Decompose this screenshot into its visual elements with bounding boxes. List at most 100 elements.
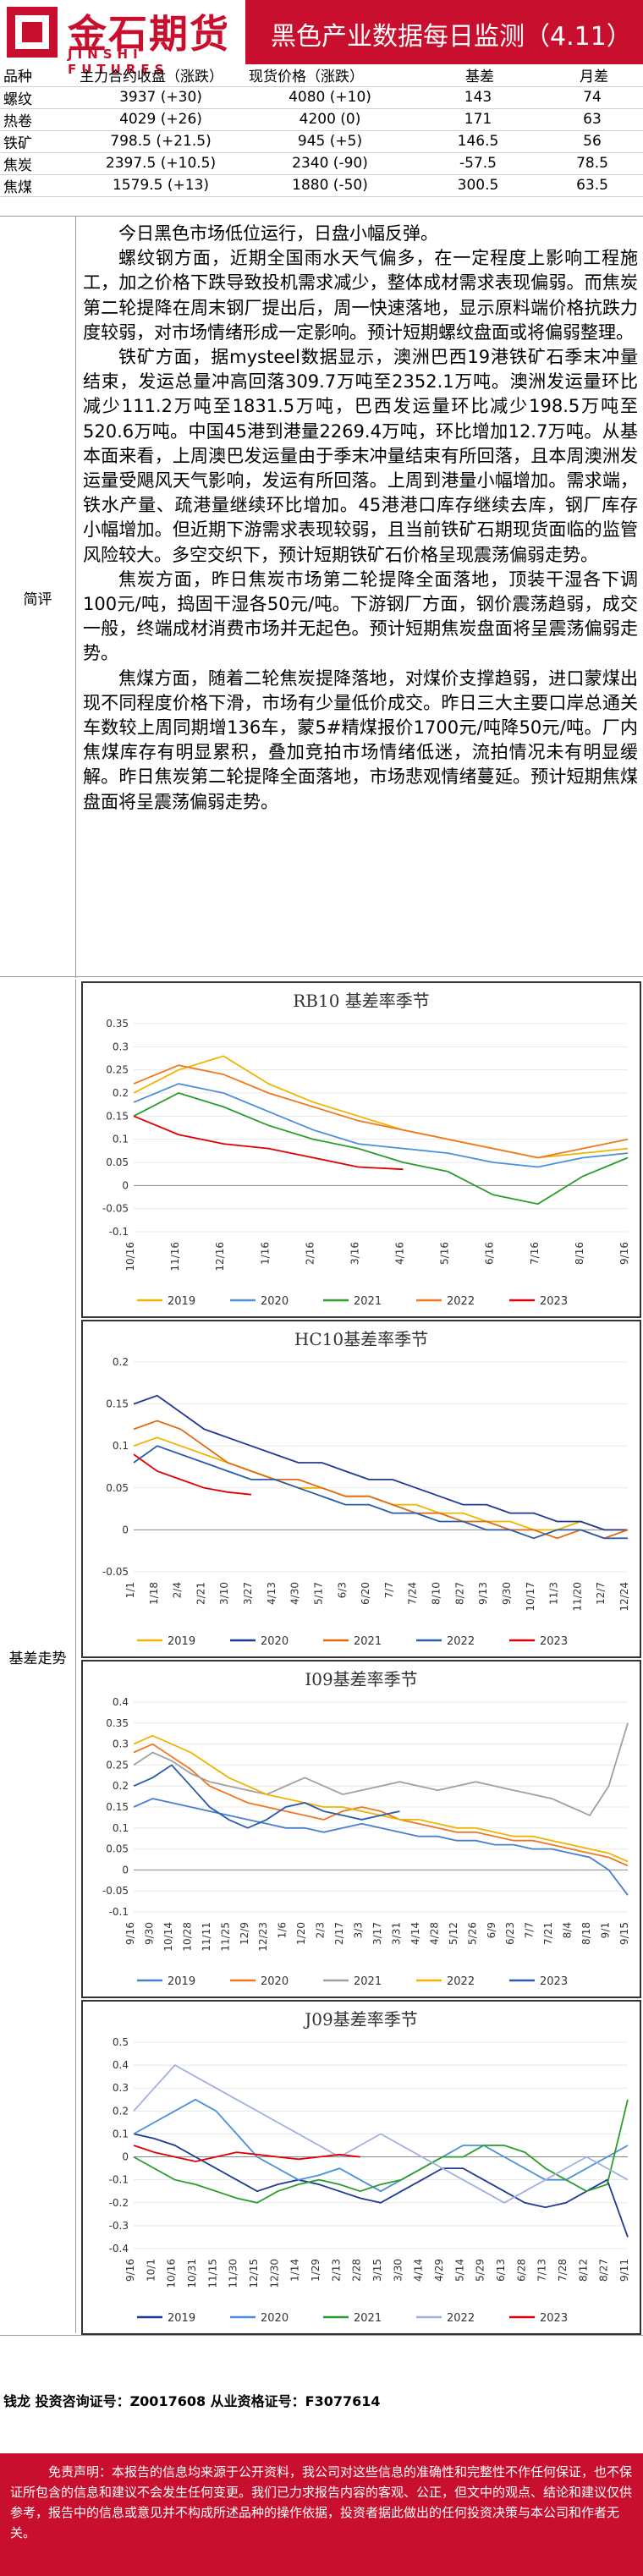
table-cell: 4200 (0) xyxy=(245,108,415,131)
legend-label: 2021 xyxy=(354,1975,382,1988)
table-cell: 171 xyxy=(415,108,541,131)
table-cell: 焦煤 xyxy=(0,174,76,197)
legend-label: 2019 xyxy=(168,1635,195,1648)
y-tick-label: 0 xyxy=(122,1524,129,1535)
y-tick-label: 0.3 xyxy=(113,1041,129,1052)
series-line xyxy=(133,1764,400,1829)
legend-label: 2022 xyxy=(447,1635,475,1648)
y-tick-label: 0.4 xyxy=(113,2059,129,2071)
hc10-chart: HC10基差率季节 0.2 0.15 0.1 0.05 0 -0.05 1/1 1/18 2/4 2… xyxy=(81,1320,641,1658)
series-line xyxy=(133,1436,628,1531)
x-tick-label: 10/14 xyxy=(162,1922,174,1952)
x-tick-label: 11/30 xyxy=(228,2259,239,2288)
x-tick-label: 5/26 xyxy=(466,1922,478,1945)
x-tick-label: 6/3 xyxy=(336,1582,348,1598)
commentary-label: 简评 xyxy=(0,217,76,978)
x-tick-label: 11/25 xyxy=(219,1922,231,1952)
x-tick-label: 7/21 xyxy=(542,1922,554,1945)
y-tick-label: 0 xyxy=(122,1179,129,1191)
y-tick-label: -0.05 xyxy=(102,1885,129,1897)
table-row: 焦煤 1579.5 (+13) 1880 (-50) 300.5 63.5 xyxy=(0,174,643,197)
x-tick-label: 1/14 xyxy=(289,2259,301,2282)
x-tick-label: 6/16 xyxy=(484,1242,496,1265)
x-tick-label: 2/13 xyxy=(330,2259,342,2282)
legend-label: 2021 xyxy=(354,2312,382,2325)
chart-title: J09基差率季节 xyxy=(303,2009,417,2029)
series-line xyxy=(133,2098,629,2193)
x-tick-label: 6/9 xyxy=(486,1922,497,1938)
x-tick-label: 1/18 xyxy=(148,1582,160,1605)
x-tick-label: 10/17 xyxy=(525,1582,536,1612)
y-tick-label: -0.05 xyxy=(102,1566,129,1578)
title-banner: 黑色产业数据每日监测（4.11） xyxy=(245,0,643,64)
y-tick-label: 0.1 xyxy=(113,2128,129,2139)
y-tick-label: 0.35 xyxy=(106,1018,129,1030)
x-tick-label: 8/18 xyxy=(580,1922,592,1945)
disclaimer: 免责声明：本报告的信息均来源于公开资料，我公司对这些信息的准确性和完整性不作任何… xyxy=(0,2453,643,2576)
x-tick-label: 11/15 xyxy=(206,2259,218,2288)
commentary-paragraph: 焦煤方面，随着二轮焦炭提降落地，对煤价支撑趋弱，进口蒙煤出现不同程度价格下滑，市… xyxy=(83,667,638,812)
table-cell: 78.5 xyxy=(541,152,643,175)
legend-label: 2023 xyxy=(540,1635,568,1648)
y-tick-label: 0.2 xyxy=(113,1356,129,1368)
series-line xyxy=(133,1064,629,1159)
x-tick-label: 1/6 xyxy=(277,1922,289,1938)
table-cell: 1579.5 (+13) xyxy=(76,174,245,197)
x-tick-label: 8/16 xyxy=(574,1242,585,1265)
x-tick-label: 12/30 xyxy=(268,2259,280,2288)
x-tick-label: 7/7 xyxy=(383,1582,395,1598)
x-tick-label: 3/31 xyxy=(390,1922,402,1945)
logo-cn: 金石期货 xyxy=(68,11,230,57)
y-tick-label: 0.5 xyxy=(113,2036,129,2048)
series-line xyxy=(133,1453,252,1496)
y-tick-label: -0.4 xyxy=(109,2243,129,2255)
x-tick-label: 6/23 xyxy=(504,1922,516,1945)
x-tick-label: 3/3 xyxy=(353,1922,365,1938)
table-cell: 74 xyxy=(541,86,643,109)
table-cell: 2340 (-90) xyxy=(245,152,415,175)
x-tick-label: 6/13 xyxy=(495,2259,507,2282)
legend-label: 2020 xyxy=(261,2312,289,2325)
y-tick-label: -0.1 xyxy=(109,1226,129,1238)
contact-info: 钱龙 投资咨询证号：Z0017608 从业资格证号：F3077614 xyxy=(0,2335,643,2409)
x-tick-label: 4/14 xyxy=(409,1922,421,1945)
price-table: 品种 主力合约收盘（涨跌） 现货价格（涨跌） 基差 月差 螺纹 3937 (+3… xyxy=(0,64,643,197)
page-title: 黑色产业数据每日监测（4.11） xyxy=(271,22,632,52)
series-line xyxy=(133,1394,628,1531)
x-tick-label: 4/30 xyxy=(289,1582,301,1605)
rb10-chart-svg: RB10 基差率季节 0.35 0.3 0.25 0.2 0.15 0.1 0.05 0 -0.0… xyxy=(102,991,630,1308)
x-tick-label: 9/1 xyxy=(600,1922,612,1938)
x-tick-label: 1/1 xyxy=(124,1582,136,1598)
table-cell: 300.5 xyxy=(415,174,541,197)
charts-label: 基差走势 xyxy=(0,980,76,2333)
series-line xyxy=(133,1092,629,1206)
legend-label: 2023 xyxy=(540,1975,568,1988)
table-header: 月差 xyxy=(541,64,643,87)
table-row: 焦炭 2397.5 (+10.5) 2340 (-90) -57.5 78.5 xyxy=(0,152,643,175)
series-line xyxy=(133,1115,404,1171)
x-tick-label: 10/28 xyxy=(181,1922,193,1952)
legend-label: 2021 xyxy=(354,1295,382,1308)
x-tick-label: 2/3 xyxy=(315,1922,327,1938)
series-line xyxy=(133,1722,629,1817)
y-tick-label: 0.3 xyxy=(113,1738,129,1750)
chart-title: RB10 基差率季节 xyxy=(293,991,430,1011)
charts-section: 基差走势 RB10 基差率季节 0.35 0.3 0.25 0.2 0.15 0.1 0.05… xyxy=(0,980,643,2335)
series-line xyxy=(133,2145,360,2162)
x-tick-label: 4/16 xyxy=(394,1242,406,1265)
x-tick-label: 1/29 xyxy=(310,2259,322,2282)
x-tick-label: 4/13 xyxy=(266,1582,278,1605)
table-cell: 热卷 xyxy=(0,108,76,131)
x-tick-label: 5/16 xyxy=(439,1242,451,1265)
x-tick-label: 12/16 xyxy=(214,1242,226,1272)
x-tick-label: 12/7 xyxy=(595,1582,607,1605)
x-tick-label: 12/15 xyxy=(248,2259,260,2288)
y-tick-label: 0 xyxy=(122,1864,129,1876)
x-tick-label: 10/31 xyxy=(186,2259,198,2288)
table-row: 螺纹 3937 (+30) 4080 (+10) 143 74 xyxy=(0,86,643,109)
table-cell: 2397.5 (+10.5) xyxy=(76,152,245,175)
x-tick-label: 9/30 xyxy=(143,1922,155,1945)
series-line xyxy=(133,2133,629,2238)
x-tick-label: 6/20 xyxy=(360,1582,371,1605)
j09-chart: J09基差率季节 0.5 0.4 0.3 0.2 0.1 0 -0.1 -0.2 -0.3 -0.4… xyxy=(81,2000,641,2335)
